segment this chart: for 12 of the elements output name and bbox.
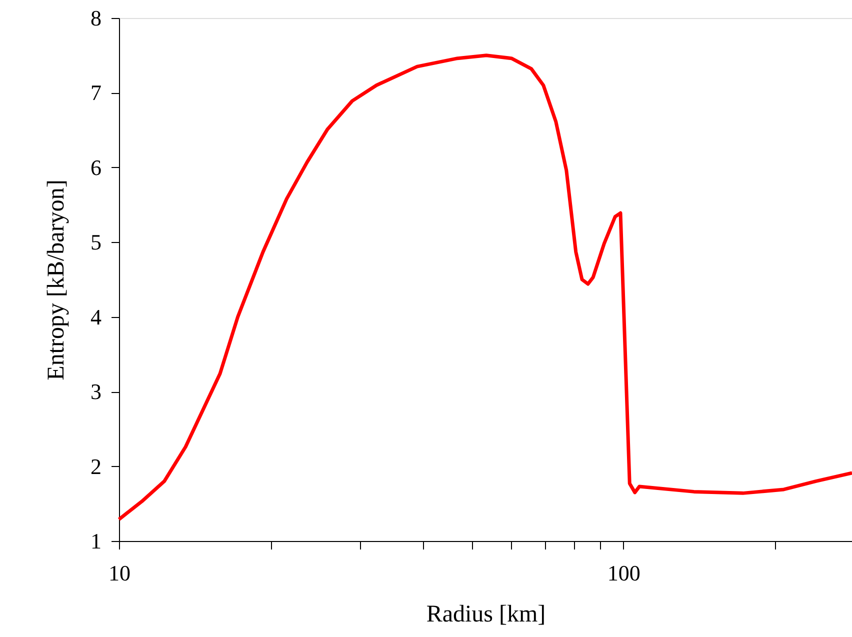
y-tick-label: 1: [90, 528, 102, 554]
y-axis-title: Entropy [kB/baryon]: [44, 180, 70, 380]
y-tick-label: 2: [90, 454, 102, 479]
x-tick-label: 10: [108, 560, 130, 586]
x-tick-label: 100: [607, 560, 640, 586]
y-tick-label: 4: [90, 304, 102, 330]
y-tick-label: 3: [90, 379, 102, 404]
y-tick-label: 8: [90, 6, 102, 30]
y-tick-label: 5: [90, 230, 102, 255]
y-tick-label: 7: [90, 80, 102, 106]
x-axis-title: Radius [km]: [426, 602, 546, 628]
y-tick-label: 6: [90, 154, 102, 180]
